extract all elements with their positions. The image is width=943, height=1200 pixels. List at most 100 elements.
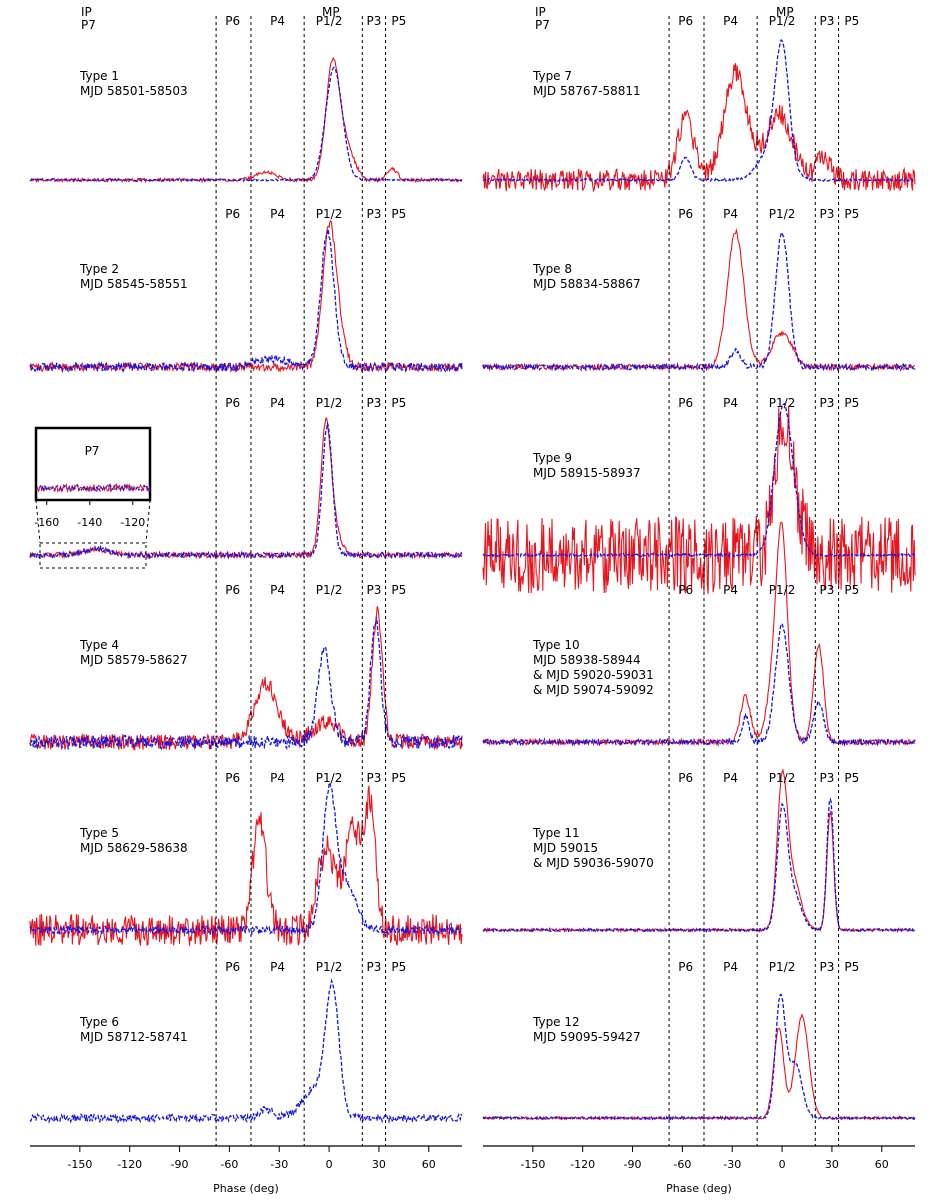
component-label: P3 [367,960,382,974]
header-ip-label-right: IP [535,5,546,19]
red-profile-line [29,606,463,751]
component-label: P4 [270,960,285,974]
inset-tick-label: -160 [34,516,59,529]
blue-profile-line [483,797,916,933]
panel-type-1 [29,56,463,184]
panel-type-4 [29,606,463,751]
x-tick-label: 0 [779,1158,786,1171]
component-label: P6 [225,207,240,221]
panel-type-5 [29,781,463,946]
component-label: P6 [678,771,693,785]
component-label: P6 [225,583,240,597]
panel-type-2 [29,219,463,374]
panels-layer [29,38,916,1125]
component-label: P3 [820,14,835,28]
panel-subtitle: MJD 58938-58944 [533,653,641,667]
blue-profile-line [482,38,915,183]
component-label: P1/2 [769,14,796,28]
x-axis-label-left: Phase (deg) [213,1182,279,1195]
component-label: P1/2 [316,583,343,597]
panel-title: Type 10 [532,638,580,652]
x-tick-label: 60 [875,1158,889,1171]
component-label: P1/2 [316,207,343,221]
blue-profile-line [29,781,463,936]
red-profile-line [29,417,463,560]
inset-connector-line [35,499,41,544]
panel-type-10 [482,521,916,748]
component-label: P4 [723,207,738,221]
component-label: P5 [844,207,859,221]
panel-subtitle: MJD 58915-58937 [533,466,641,480]
panel-subtitle: MJD 59095-59427 [533,1030,641,1044]
x-tick-label: -120 [570,1158,595,1171]
x-tick-label: -30 [723,1158,741,1171]
component-label: P3 [367,771,382,785]
header-p7-label: P7 [81,18,96,32]
component-label: P3 [820,771,835,785]
component-label: P6 [225,960,240,974]
red-profile-line [29,785,463,946]
blue-profile-line [29,616,463,751]
panel-type-7 [482,38,916,193]
component-label: P6 [678,960,693,974]
panel-title: Type 9 [532,451,572,465]
component-label: P5 [391,14,406,28]
component-label: P1/2 [769,207,796,221]
inset-tick-label: -140 [77,516,102,529]
component-label: P4 [723,396,738,410]
x-tick-label: -120 [117,1158,142,1171]
panel-type-6 [29,978,463,1125]
x-tick-label: -60 [673,1158,691,1171]
component-label: P3 [820,960,835,974]
panel-subtitle: MJD 58545-58551 [80,277,188,291]
x-tick-label: 60 [422,1158,436,1171]
panel-title: Type 7 [532,69,572,83]
component-label: P4 [723,960,738,974]
blue-profile-line [482,993,916,1121]
component-label: P5 [844,14,859,28]
inset-tick-label: -120 [120,516,145,529]
blue-profile-line [29,978,463,1125]
component-label: P5 [391,960,406,974]
blue-profile-line [482,402,916,559]
header-p7-label-right: P7 [535,18,550,32]
component-label: P6 [225,771,240,785]
component-label: P4 [723,771,738,785]
red-profile-line [482,228,915,372]
blue-profile-line [29,229,463,374]
x-tick-label: -90 [624,1158,642,1171]
component-label: P5 [844,583,859,597]
component-label: P3 [367,14,382,28]
component-label: P4 [723,14,738,28]
blue-profile-line [29,422,463,560]
panel-title: Type 8 [532,262,572,276]
component-label: P5 [844,396,859,410]
red-profile-line [482,63,916,193]
panel-title: Type 5 [79,826,119,840]
panel-subtitle: & MJD 59020-59031 [533,668,654,682]
panel-title: Type 11 [532,826,580,840]
blue-profile-line [482,230,916,373]
x-tick-label: 30 [825,1158,839,1171]
component-label: P4 [270,771,285,785]
panel-type-9 [482,402,916,594]
red-profile-line [29,56,463,184]
component-label: P4 [270,396,285,410]
blue-profile-line [29,66,463,183]
component-label: P3 [367,583,382,597]
panel-subtitle: MJD 58629-58638 [80,841,188,855]
component-label: P6 [678,583,693,597]
panel-title: Type 4 [79,638,119,652]
panel-subtitle: MJD 59015 [533,841,598,855]
component-label: P3 [820,207,835,221]
red-profile-line [29,219,463,373]
component-label: P1/2 [769,771,796,785]
component-label: P1/2 [316,396,343,410]
component-label: P5 [391,583,406,597]
component-label: P3 [367,207,382,221]
component-label: P1/2 [316,960,343,974]
panel-type-3 [29,417,463,560]
component-label: P1/2 [769,583,796,597]
